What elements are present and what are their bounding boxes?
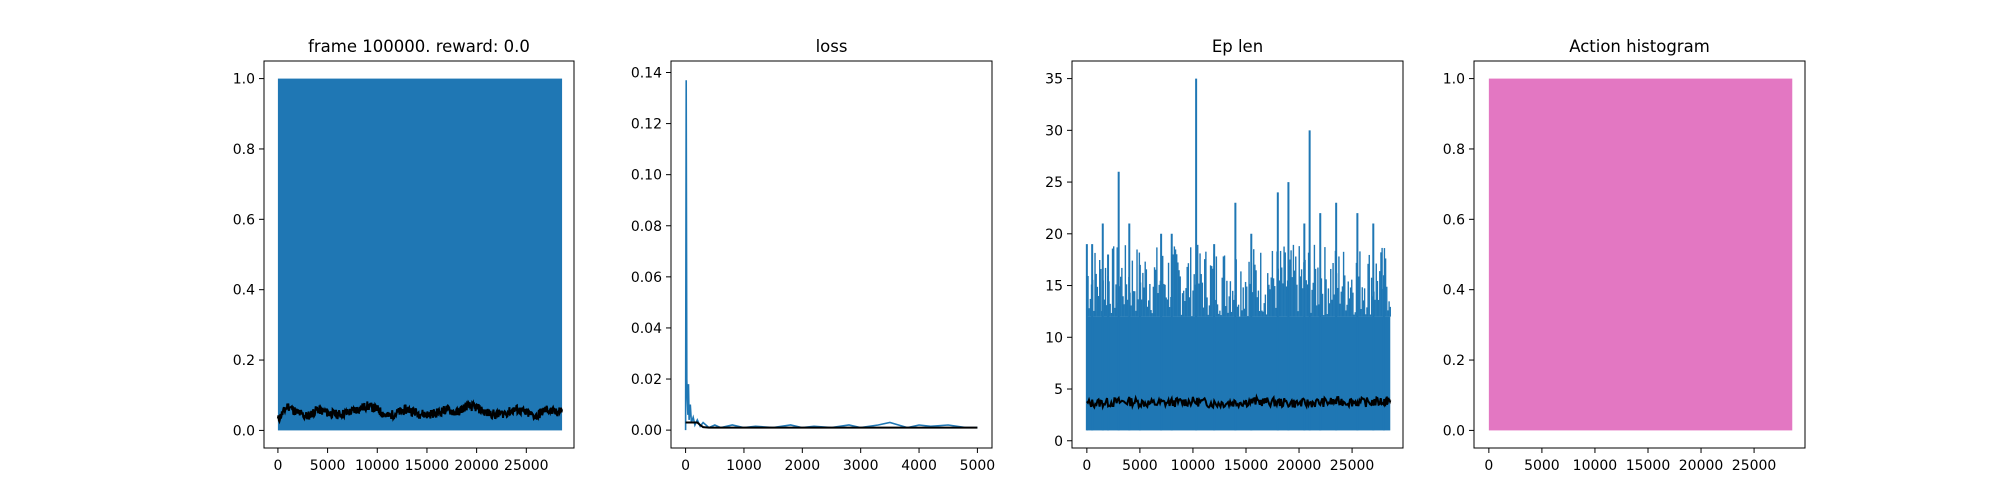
x-tick-label: 10000 (1171, 458, 1216, 474)
x-tick-label: 20000 (1679, 458, 1724, 474)
plot-area (1085, 78, 1392, 431)
x-tick-label: 3000 (843, 458, 879, 474)
plot-area (276, 78, 564, 431)
subplot-1: 0 5000 10000 15000 20000 25000 0.0 0.2 0.4 0.6 0.8… (233, 37, 575, 474)
smoothed-series-line (276, 399, 564, 425)
raw-series-band (1086, 316, 1391, 431)
y-tick-label: 15 (1045, 279, 1063, 295)
x-tick-label: 0 (273, 458, 282, 474)
x-tick-label: 0 (681, 458, 690, 474)
y-tick-label: 0.8 (1443, 142, 1465, 158)
x-tick-label: 5000 (1122, 458, 1158, 474)
histogram-area (1488, 78, 1793, 431)
y-tick-label: 0.4 (1443, 283, 1465, 299)
y-tick-label: 0.14 (631, 65, 662, 81)
subplot-4: 0 5000 10000 15000 20000 25000 0.0 0.2 0.4 0.6 0.8… (1443, 37, 1806, 474)
y-tick-label: 0.4 (233, 283, 255, 299)
y-tick-label: 10 (1045, 330, 1063, 346)
plot-area (1488, 78, 1793, 431)
y-tick-label: 0.8 (233, 142, 255, 158)
x-tick-label: 15000 (1224, 458, 1269, 474)
x-tick-label: 10000 (1573, 458, 1618, 474)
x-tick-label: 20000 (1277, 458, 1322, 474)
smoothed-series-line (685, 421, 978, 429)
x-tick-label: 5000 (310, 458, 346, 474)
axes-frame (263, 60, 575, 449)
x-tick-label: 0 (1484, 458, 1493, 474)
subplot-title: Action histogram (1569, 37, 1710, 56)
subplot-2: 0 1000 2000 3000 4000 5000 0.00 0.02 0.04 0.06 0.0… (631, 37, 995, 474)
y-tick-label: 0.02 (631, 372, 662, 388)
y-tick-label: 0.6 (1443, 212, 1465, 228)
x-tick-label: 2000 (784, 458, 820, 474)
axes-frame (1473, 60, 1806, 449)
axes-frame (1071, 60, 1404, 449)
smoothed-series-line (1086, 393, 1392, 411)
subplot-title: loss (816, 37, 848, 56)
x-tick-label: 5000 (960, 458, 996, 474)
x-tick-label: 5000 (1524, 458, 1560, 474)
y-tick-label: 35 (1045, 72, 1063, 88)
subplot-3: 0 5000 10000 15000 20000 25000 0 5 10 15 20 25 30 35 E… (1045, 37, 1404, 474)
y-tick-label: 0.2 (1443, 353, 1465, 369)
y-tick-label: 1.0 (233, 72, 255, 88)
y-tick-label: 0.06 (631, 270, 662, 286)
y-tick-label: 0.0 (1443, 423, 1465, 439)
subplot-title: Ep len (1212, 37, 1263, 56)
x-tick-label: 15000 (405, 458, 450, 474)
y-tick-label: 0.0 (233, 423, 255, 439)
x-tick-label: 1000 (726, 458, 762, 474)
axes-frame (670, 60, 993, 449)
y-tick-label: 0.6 (233, 212, 255, 228)
y-tick-label: 0.2 (233, 353, 255, 369)
y-tick-label: 0.00 (631, 423, 662, 439)
raw-series-band (277, 78, 563, 431)
y-tick-label: 0.10 (631, 168, 662, 184)
y-tick-label: 5 (1054, 382, 1063, 398)
x-tick-label: 0 (1082, 458, 1091, 474)
subplot-title: frame 100000. reward: 0.0 (308, 37, 530, 56)
x-tick-label: 25000 (1330, 458, 1375, 474)
raw-series-line (684, 80, 978, 431)
plot-area (684, 80, 978, 431)
x-tick-label: 25000 (504, 458, 549, 474)
x-tick-label: 4000 (901, 458, 937, 474)
y-tick-label: 30 (1045, 123, 1063, 139)
x-tick-label: 15000 (1626, 458, 1671, 474)
y-tick-label: 25 (1045, 175, 1063, 191)
y-tick-label: 20 (1045, 227, 1063, 243)
y-tick-label: 0 (1054, 434, 1063, 450)
x-tick-label: 25000 (1732, 458, 1777, 474)
x-tick-label: 10000 (355, 458, 400, 474)
x-tick-label: 20000 (454, 458, 499, 474)
y-tick-label: 0.08 (631, 219, 662, 235)
y-tick-label: 1.0 (1443, 72, 1465, 88)
y-tick-label: 0.12 (631, 117, 662, 133)
y-tick-label: 0.04 (631, 321, 662, 337)
